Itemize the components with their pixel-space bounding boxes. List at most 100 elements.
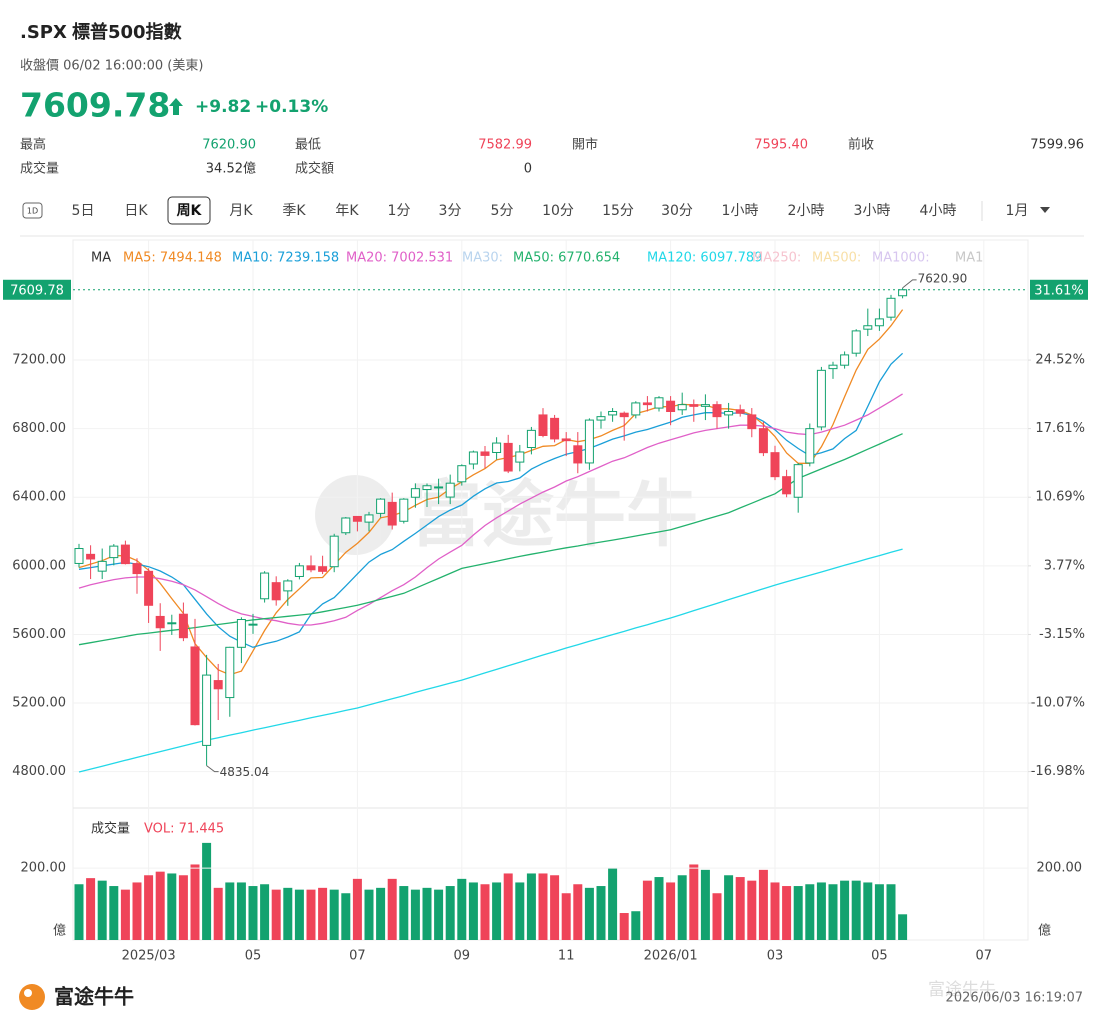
- x-tick-label: 07: [976, 949, 993, 964]
- tab[interactable]: 3分: [439, 203, 462, 219]
- volume-bar: [689, 864, 699, 940]
- candle-body: [410, 488, 420, 498]
- candle-body: [735, 409, 745, 414]
- candle-body: [468, 451, 478, 465]
- legend-entry[interactable]: MA30:: [462, 251, 503, 266]
- volume-bar: [747, 880, 757, 940]
- tab[interactable]: 年K: [335, 203, 359, 219]
- volume-bar: [573, 884, 583, 940]
- volume-bar: [619, 913, 629, 940]
- volume-bar: [782, 886, 792, 940]
- candle-body: [155, 615, 165, 629]
- volume-bar: [132, 882, 142, 940]
- ma-line: [78, 433, 903, 646]
- tab[interactable]: 30分: [661, 203, 693, 219]
- dropdown-arrow[interactable]: [1040, 207, 1050, 213]
- last-pct-label: 31.61%: [1034, 283, 1084, 298]
- tab[interactable]: 月K: [229, 203, 253, 219]
- volume-bar: [561, 893, 571, 940]
- volume-bar: [271, 889, 281, 940]
- volume-bar: [654, 877, 664, 940]
- tab[interactable]: 1小時: [722, 203, 759, 219]
- candle-body: [608, 410, 618, 416]
- tab[interactable]: 周K: [177, 203, 203, 219]
- up-arrow: [169, 98, 183, 115]
- legend-entry[interactable]: MA500:: [812, 251, 861, 266]
- candle-body: [144, 570, 154, 606]
- volume-bar: [898, 914, 908, 940]
- volume-bar: [503, 873, 513, 940]
- tab[interactable]: 1分: [388, 203, 411, 219]
- volume-bar: [248, 886, 258, 940]
- candle-body: [851, 330, 861, 354]
- volume-bar: [236, 882, 246, 940]
- stat-label: 開市: [572, 137, 598, 153]
- candle-body: [132, 563, 142, 575]
- volume-value: VOL: 71.445: [144, 822, 224, 837]
- tab-icon-frame: [22, 202, 43, 219]
- tab[interactable]: 4小時: [920, 203, 957, 219]
- candle-body: [445, 482, 455, 498]
- tab[interactable]: 5日: [72, 203, 95, 219]
- candle-body: [573, 445, 583, 464]
- volume-bar: [805, 884, 815, 940]
- candle-body: [109, 545, 119, 559]
- candle-body: [828, 364, 838, 370]
- max-leader: [902, 279, 917, 289]
- tab[interactable]: 3小時: [854, 203, 891, 219]
- legend-entry[interactable]: MA20: 7002.531: [346, 251, 453, 266]
- volume-bar: [492, 882, 502, 940]
- tab[interactable]: 日K: [124, 203, 148, 219]
- candle-body: [642, 402, 652, 406]
- volume-bar: [840, 880, 850, 940]
- legend-entry[interactable]: MA50: 6770.654: [513, 251, 620, 266]
- candle-body: [724, 410, 734, 416]
- tab[interactable]: 季K: [282, 203, 306, 219]
- legend-entry[interactable]: MA250:: [752, 251, 801, 266]
- candle-body: [561, 438, 571, 442]
- tab[interactable]: 5分: [491, 203, 514, 219]
- candle-body: [898, 289, 908, 297]
- stat-value: 0: [524, 162, 532, 177]
- volume-bar: [178, 875, 188, 940]
- stat-label: 最高: [20, 137, 46, 153]
- candle-body: [550, 417, 560, 440]
- stat-value: 7595.40: [754, 138, 808, 153]
- tab[interactable]: 1月: [1006, 203, 1029, 219]
- volume-bar: [793, 886, 803, 940]
- legend-entry[interactable]: MA10: 7239.158: [232, 251, 339, 266]
- y-tick-label: 6800.00: [12, 421, 66, 436]
- candle-body: [874, 318, 884, 327]
- legend-entry[interactable]: MA5: 7494.148: [123, 251, 222, 266]
- legend-entry[interactable]: MA1000:: [872, 251, 930, 266]
- candle-body: [120, 544, 130, 565]
- volume-bar: [816, 882, 826, 940]
- legend-entry[interactable]: MA120: 6097.789: [647, 251, 762, 266]
- candle-body: [770, 452, 780, 478]
- y-tick-label: 5600.00: [12, 627, 66, 642]
- x-tick-label: 11: [558, 949, 575, 964]
- candle-body: [225, 646, 235, 699]
- volume-bar: [155, 871, 165, 940]
- timestamp: 2026/06/03 16:19:07: [946, 991, 1083, 1006]
- legend-entry[interactable]: MA1: [955, 251, 983, 266]
- volume-bar: [538, 873, 548, 940]
- price: 7609.78: [20, 86, 170, 125]
- tab[interactable]: 2小時: [788, 203, 825, 219]
- watermark: 富途牛牛: [410, 473, 698, 557]
- y2-tick-label: -3.15%: [1039, 627, 1085, 642]
- volume-bar: [364, 889, 374, 940]
- candle-body: [840, 354, 850, 366]
- tab-icon[interactable]: 1D: [27, 207, 38, 216]
- volume-bar: [526, 873, 536, 940]
- ma-line: [78, 548, 903, 773]
- tab-selected: [167, 196, 211, 225]
- candle-body: [213, 680, 223, 690]
- volume-bar: [109, 886, 119, 940]
- tab[interactable]: 15分: [602, 203, 634, 219]
- status: 收盤價 06/02 16:00:00 (美東): [20, 58, 203, 74]
- volume-bar: [74, 884, 84, 940]
- tab[interactable]: 10分: [542, 203, 574, 219]
- x-tick-label: 05: [871, 949, 888, 964]
- volume-bar: [410, 889, 420, 940]
